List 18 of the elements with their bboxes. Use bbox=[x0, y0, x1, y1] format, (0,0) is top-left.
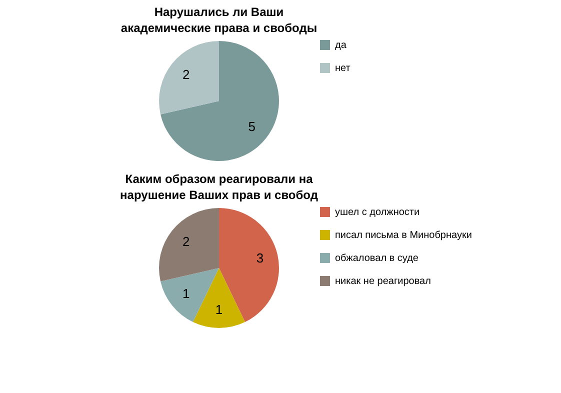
data-label: 3 bbox=[256, 250, 264, 266]
data-label: 2 bbox=[182, 66, 190, 82]
chart-title: Нарушались ли Ваши академические права и свободы bbox=[120, 5, 318, 35]
legend-label: писал письма в Минобрнауки bbox=[335, 230, 472, 241]
pie-slice bbox=[192, 268, 246, 328]
pie-slice bbox=[159, 208, 219, 282]
legend-label: никак не реагировал bbox=[335, 276, 432, 287]
data-label: 2 bbox=[182, 234, 190, 249]
data-label: 1 bbox=[182, 286, 190, 302]
legend-label: да bbox=[335, 40, 347, 51]
pie-slice bbox=[160, 41, 279, 161]
pie-slice bbox=[159, 41, 219, 114]
legend-label: обжаловал в суде bbox=[335, 253, 419, 264]
legend-label: нет bbox=[335, 63, 351, 74]
chart-title: Каким образом реагировали на нарушение Ваших прав и свобод bbox=[120, 172, 318, 202]
legend-label: ушел с должности bbox=[335, 207, 420, 218]
data-label: 1 bbox=[215, 302, 223, 317]
data-label: 5 bbox=[248, 119, 256, 134]
